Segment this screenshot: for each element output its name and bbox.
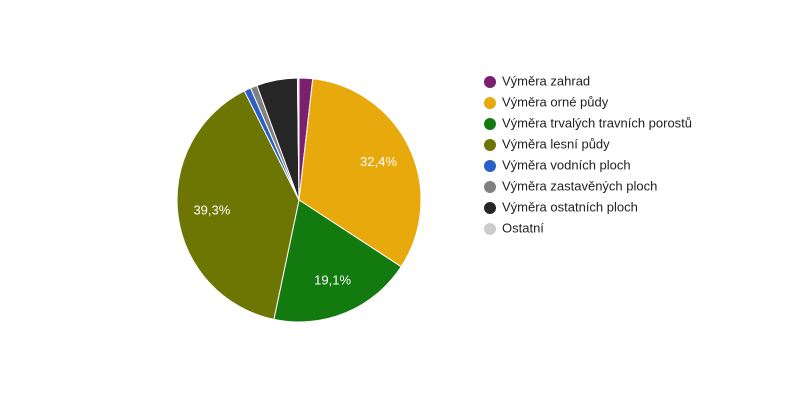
legend-marker (484, 97, 496, 109)
slice-label: 19,1% (314, 273, 351, 288)
legend-label: Výměra ostatních ploch (502, 199, 638, 214)
legend-label: Výměra trvalých travních porostů (502, 115, 692, 130)
slice-label: 32,4% (360, 154, 397, 169)
legend-marker (484, 139, 496, 151)
legend-label: Výměra orné půdy (502, 94, 609, 109)
legend-marker (484, 181, 496, 193)
legend-marker (484, 223, 496, 235)
legend-label: Výměra lesní půdy (502, 136, 610, 151)
legend-marker (484, 160, 496, 172)
pie-slice (176, 90, 300, 320)
legend-label: Výměra zahrad (502, 73, 590, 88)
legend-marker (484, 118, 496, 130)
legend-label: Výměra vodních ploch (502, 157, 631, 172)
legend-marker (484, 202, 496, 214)
legend-label: Ostatní (502, 220, 544, 235)
legend-marker (484, 76, 496, 88)
pie-slice (296, 77, 300, 201)
pie-slice (273, 199, 402, 323)
legend-label: Výměra zastavěných ploch (502, 178, 657, 193)
slice-label: 39,3% (193, 203, 230, 218)
